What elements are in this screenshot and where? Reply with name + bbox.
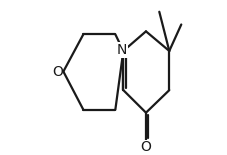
Text: O: O bbox=[52, 64, 62, 79]
Text: O: O bbox=[140, 140, 151, 154]
Text: N: N bbox=[116, 43, 127, 57]
